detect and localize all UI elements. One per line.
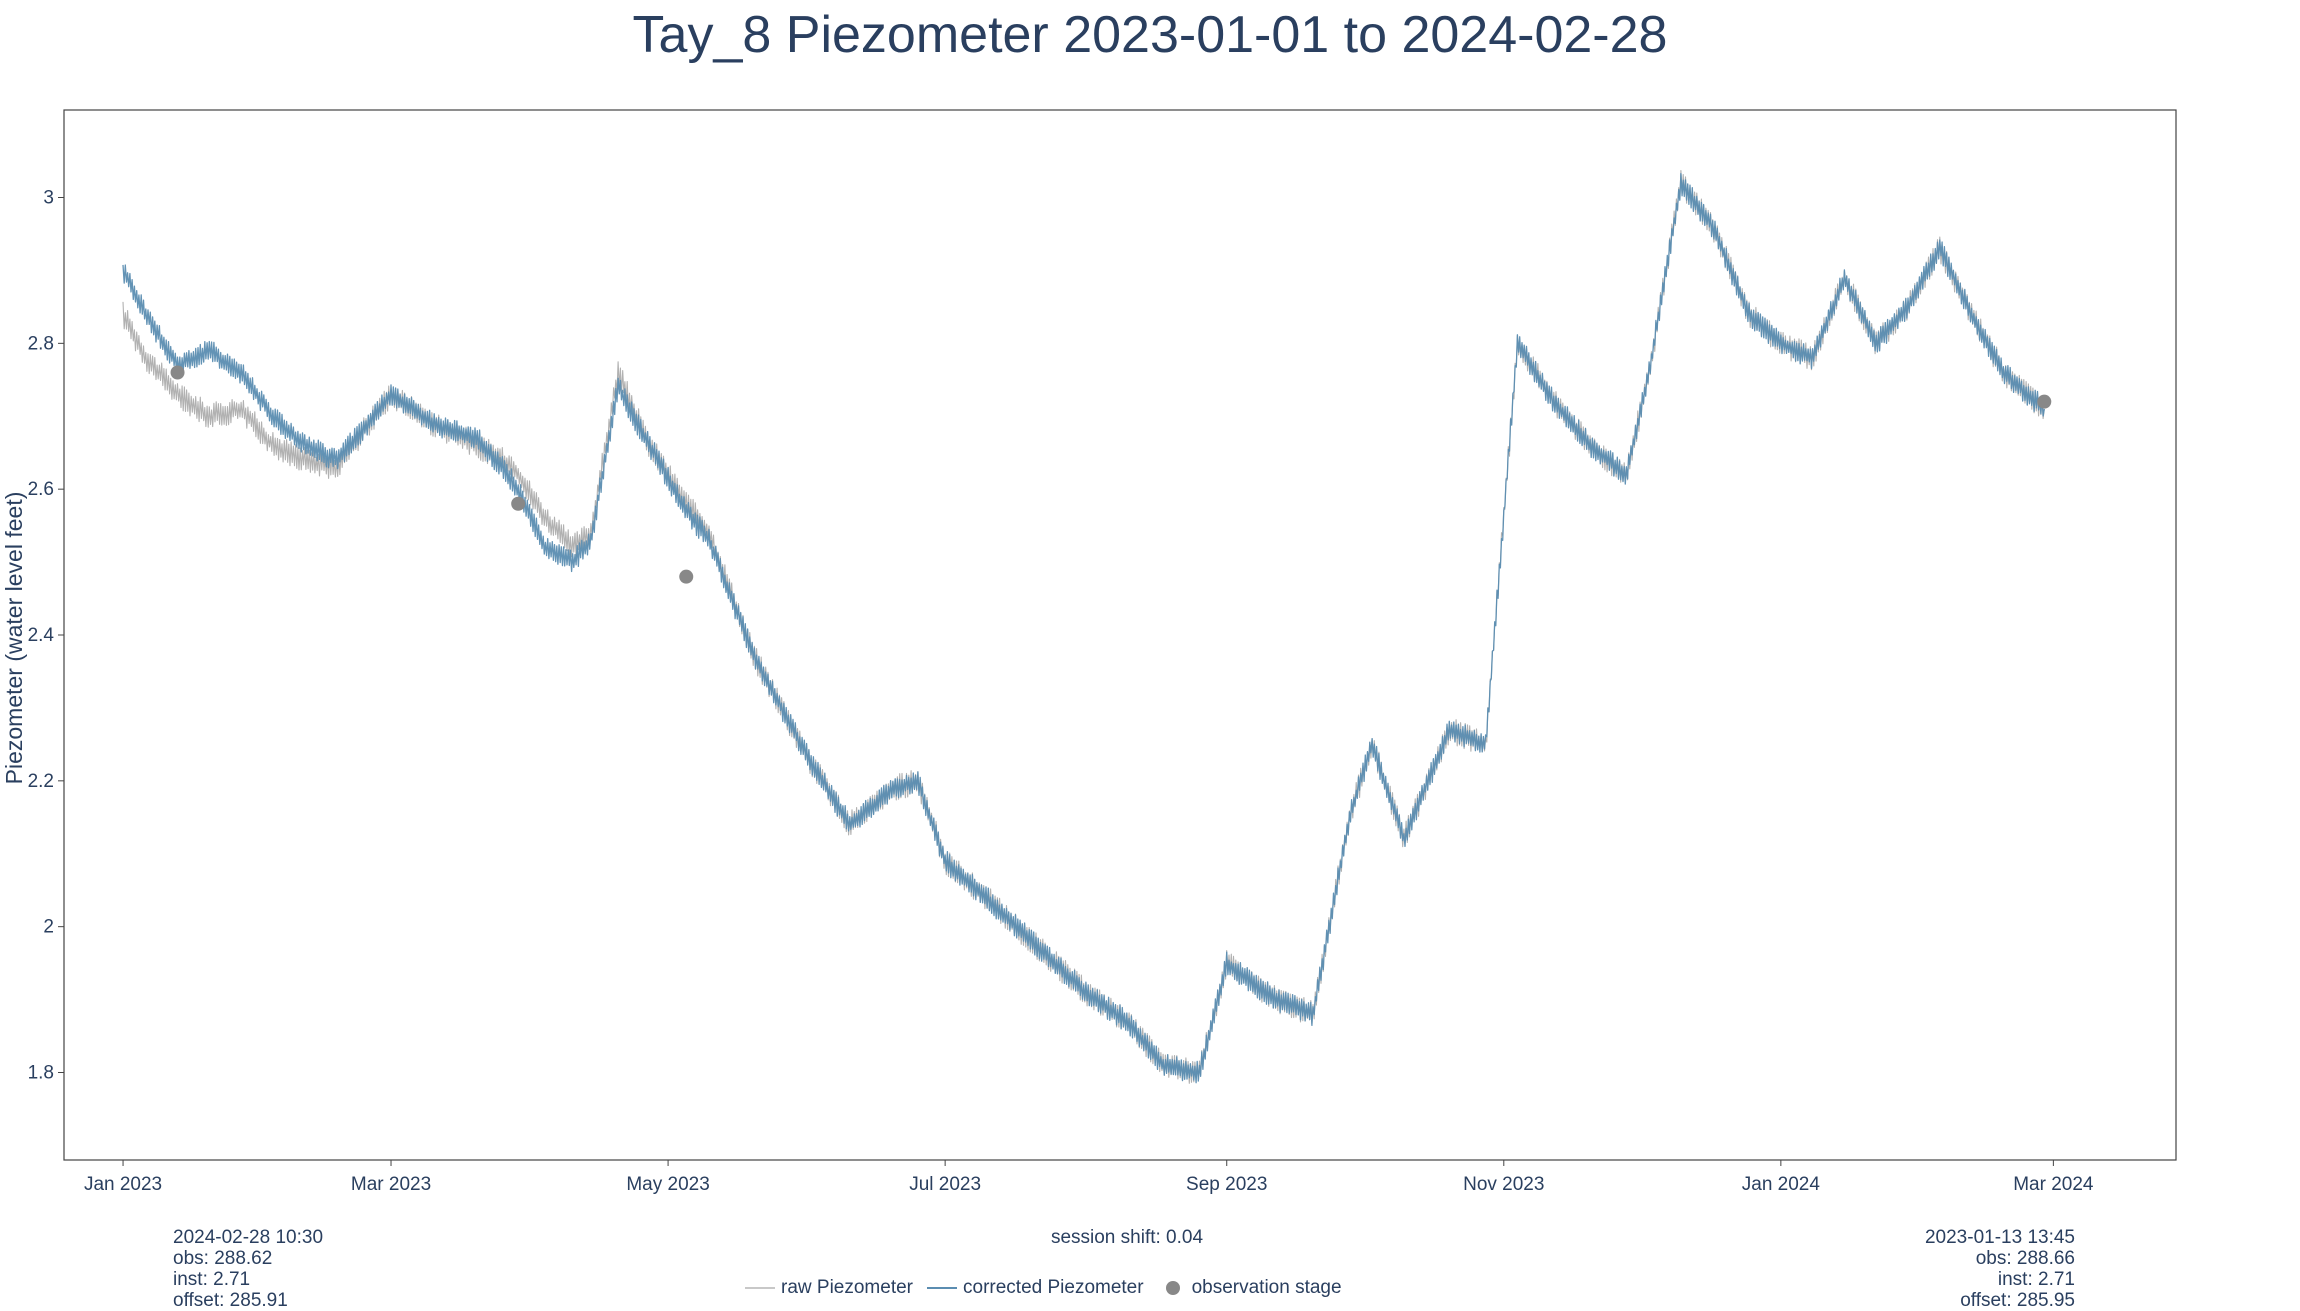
legend-item-raw[interactable]: raw Piezometer	[745, 1277, 913, 1299]
annotation-right-date: 2023-01-13 13:45	[1924, 1227, 2075, 1248]
observation-stage-point	[170, 365, 185, 380]
x-tick-label: Jan 2023	[84, 1174, 162, 1195]
raw-line-swatch	[745, 1287, 775, 1289]
corrected-piezometer-line	[122, 172, 2045, 1084]
annotation-left-date: 2024-02-28 10:30	[173, 1227, 324, 1248]
chart-title: Tay_8 Piezometer 2023-01-01 to 2024-02-2…	[633, 6, 1668, 64]
x-tick-label: Jan 2024	[1742, 1174, 1821, 1195]
annotation-right-inst: inst: 2.71	[1997, 1269, 2075, 1290]
y-tick-label: 2.4	[28, 625, 55, 646]
legend-label-corrected: corrected Piezometer	[963, 1277, 1144, 1298]
annotation-right-offset: offset: 285.95	[1960, 1290, 2075, 1311]
legend-label-raw: raw Piezometer	[781, 1277, 913, 1298]
annotation-center: session shift: 0.04	[1051, 1227, 1203, 1248]
observation-markers	[170, 365, 2052, 584]
x-tick-label: Mar 2023	[351, 1174, 431, 1195]
annotation-left-inst: inst: 2.71	[173, 1269, 251, 1290]
observation-dot-swatch	[1165, 1281, 1180, 1295]
annotation-left: 2024-02-28 10:30 obs: 288.62 inst: 2.71 …	[173, 1227, 323, 1311]
session-shift-text: session shift: 0.04	[1050, 1227, 1204, 1248]
y-axis: 1.8 2 2.2 2.4 2.6 2.8 3	[28, 188, 64, 1084]
annotation-left-offset: offset: 285.91	[173, 1290, 288, 1311]
y-tick-label: 2.6	[28, 479, 54, 500]
legend-item-observation[interactable]: observation stage	[1158, 1277, 1342, 1299]
series-layer	[122, 169, 2045, 1084]
y-tick-label: 2.8	[28, 333, 54, 354]
legend: raw Piezometer corrected Piezometer obse…	[745, 1277, 1356, 1299]
y-tick-label: 2	[43, 917, 54, 938]
corrected-line-swatch	[927, 1287, 957, 1289]
annotation-right-obs: obs: 288.66	[1975, 1248, 2075, 1269]
x-axis: Jan 2023 Mar 2023 May 2023 Jul 2023 Sep 2023…	[84, 1160, 2094, 1195]
observation-stage-point	[679, 569, 694, 584]
plot-border	[63, 109, 2177, 1161]
plot-area	[63, 109, 2177, 1161]
observation-stage-point	[511, 496, 526, 511]
legend-label-observation: observation stage	[1191, 1277, 1342, 1298]
observation-stage-point	[2037, 394, 2052, 409]
x-tick-label: Sep 2023	[1186, 1174, 1267, 1195]
annotation-right: 2023-01-13 13:45 obs: 288.66 inst: 2.71 …	[1925, 1227, 2075, 1311]
annotation-left-obs: obs: 288.62	[173, 1248, 273, 1269]
x-tick-label: May 2023	[626, 1174, 709, 1195]
y-tick-label: 3	[43, 188, 54, 209]
legend-item-corrected[interactable]: corrected Piezometer	[927, 1277, 1144, 1299]
y-axis-label: Piezometer (water level feet)	[1, 492, 27, 785]
y-tick-label: 1.8	[28, 1063, 54, 1084]
x-tick-label: Nov 2023	[1463, 1174, 1544, 1195]
y-tick-label: 2.2	[28, 771, 54, 792]
x-tick-label: Mar 2024	[2013, 1174, 2094, 1195]
x-tick-label: Jul 2023	[909, 1174, 981, 1195]
raw-piezometer-line	[122, 169, 2045, 1084]
